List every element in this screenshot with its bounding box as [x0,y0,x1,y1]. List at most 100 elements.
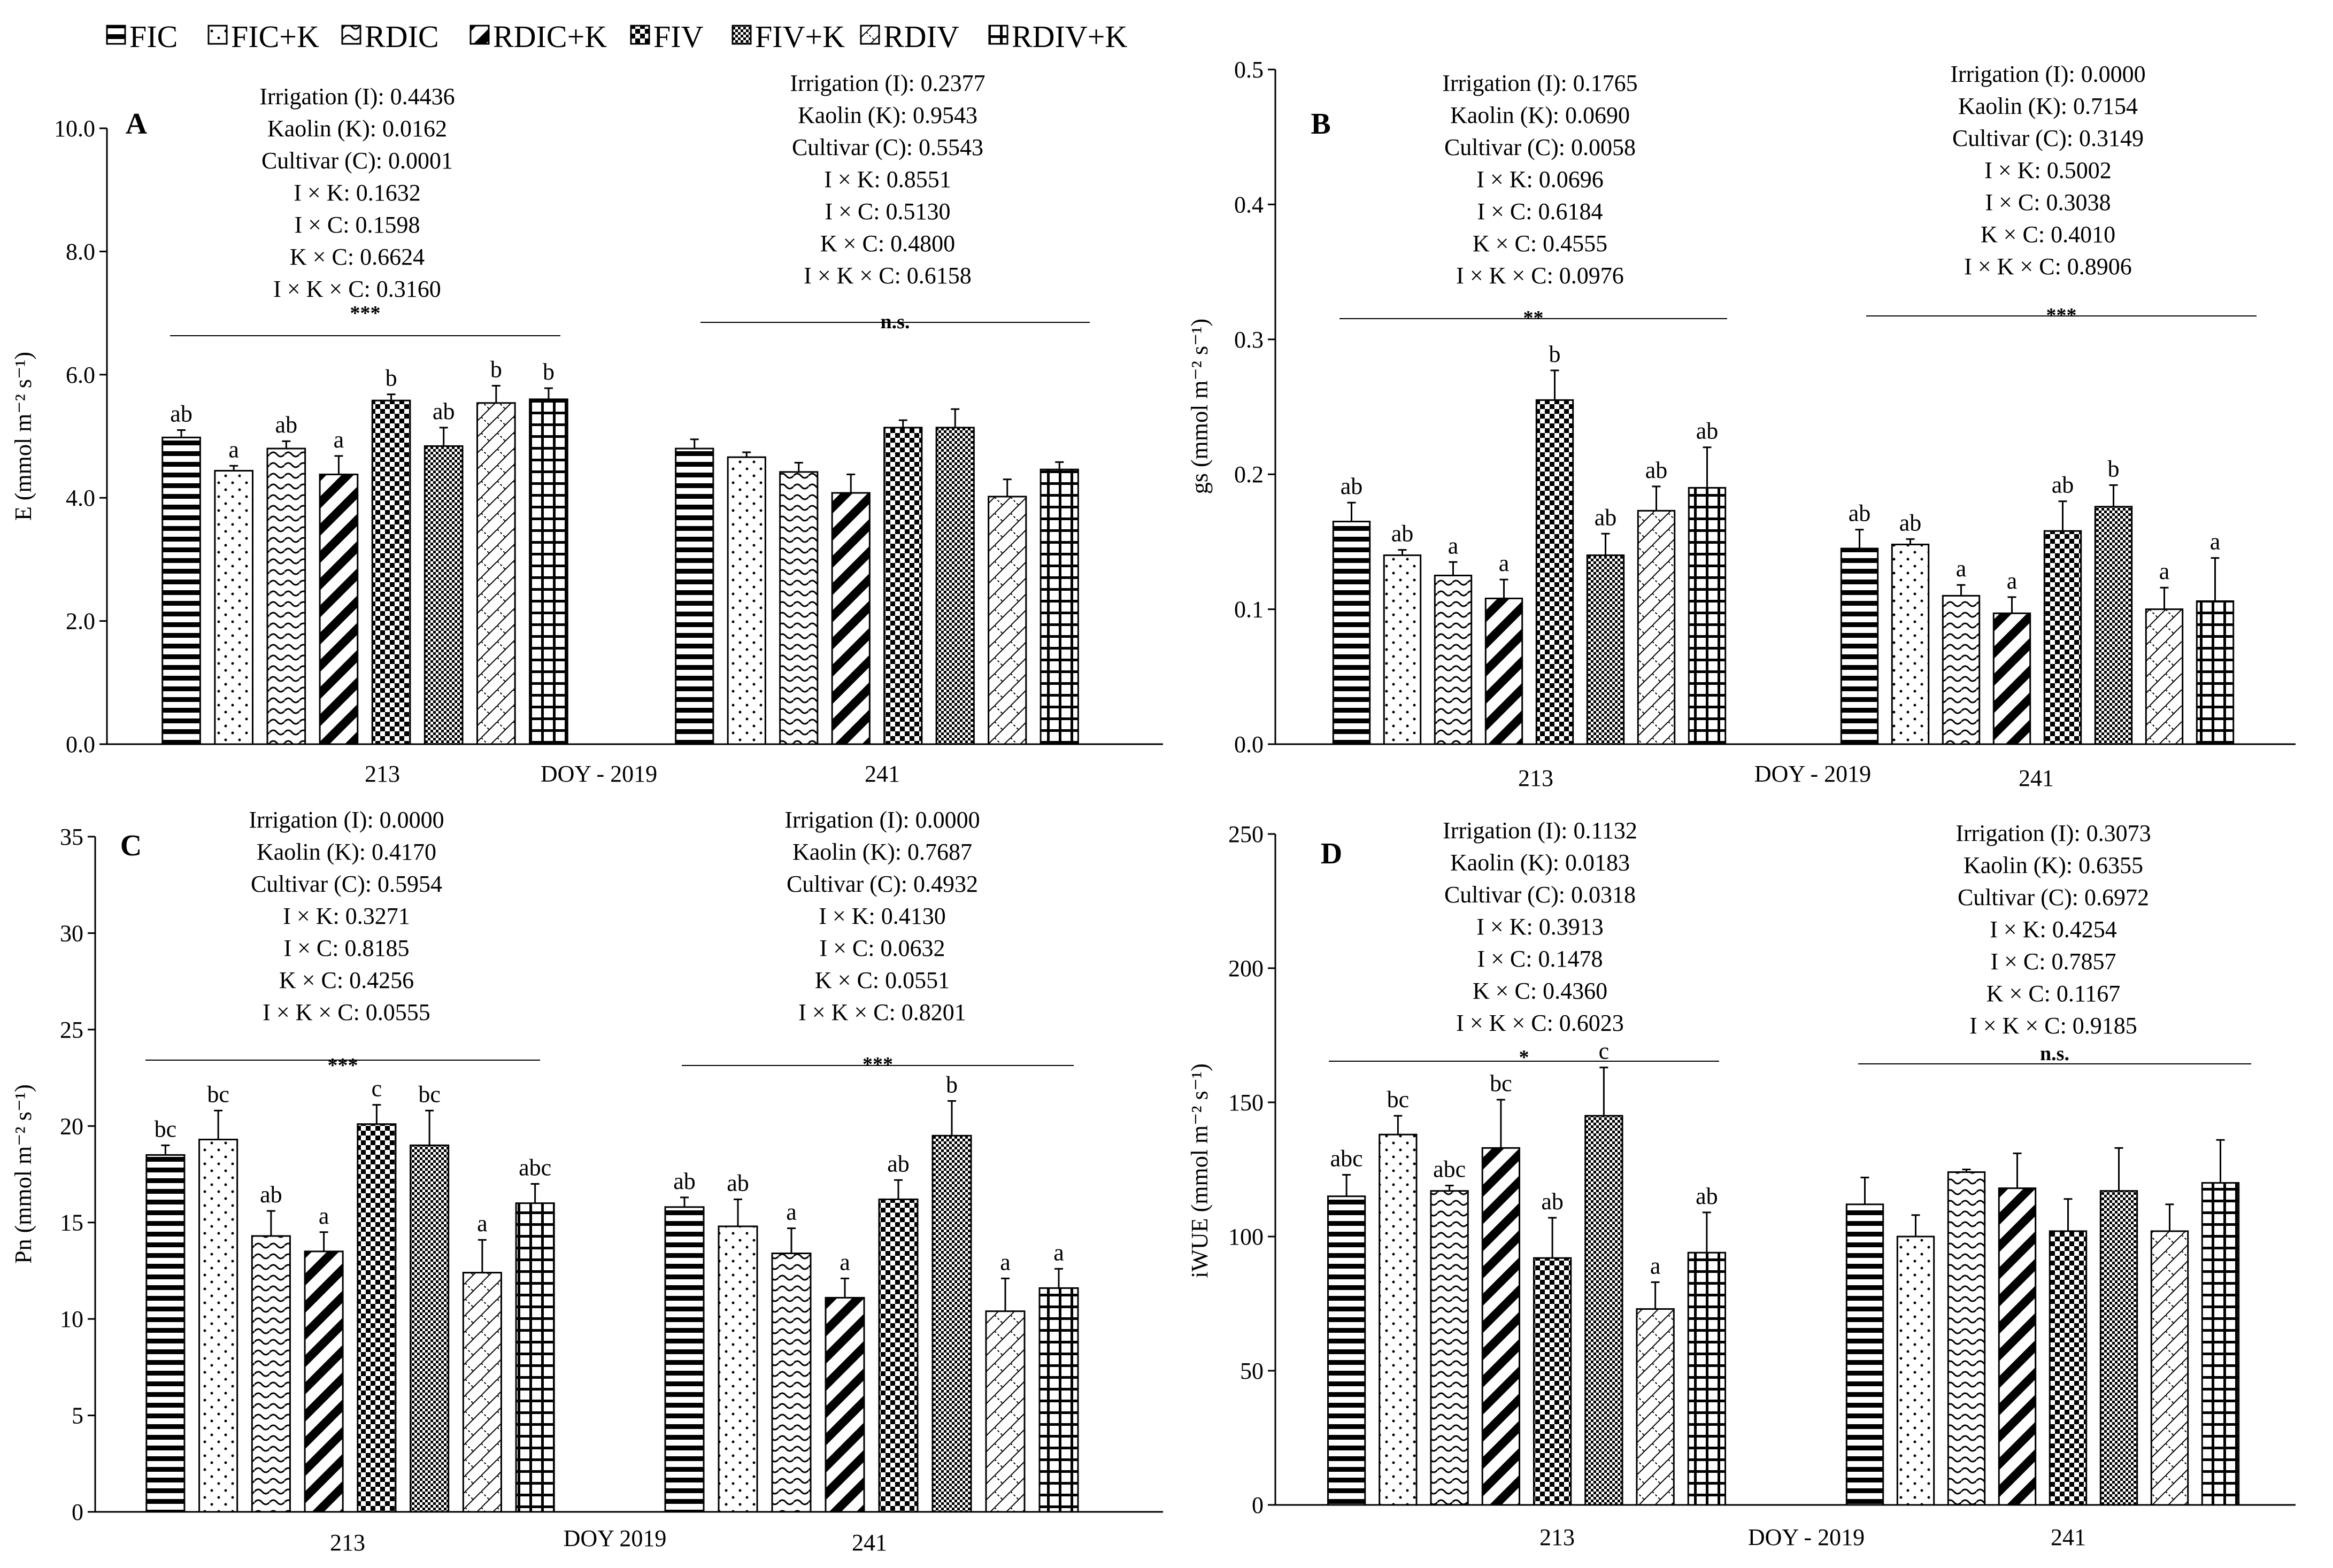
legend-swatch [988,25,1008,45]
bar-fivk [931,1134,972,1513]
significance-marker: ** [1523,307,1544,329]
bar-rdivk [515,1202,555,1513]
x-tick-label: 241 [2019,765,2054,791]
anova-stat-line: Irrigation (I): 0.2377 [790,70,985,96]
significance-letter: a [319,1203,329,1229]
anova-stat-line: Irrigation (I): 0.3073 [1955,820,2151,846]
bar-rdic [1947,1171,1986,1506]
significance-letter: a [1499,550,1510,576]
anova-stat-line: Kaolin (K): 0.0162 [267,115,447,142]
significance-letter: b [490,357,502,383]
significance-letter: a [786,1199,797,1225]
significance-letter: a [1956,555,1967,582]
significance-letter: ab [1341,473,1363,499]
y-tick-label: 0 [72,1499,83,1525]
significance-letter: ab [260,1181,282,1208]
bar-rdick [1484,597,1523,745]
bar-fiv [2043,530,2082,745]
legend-label: RDIV [883,19,959,54]
significance-letter: ab [727,1170,749,1196]
significance-letter: a [1053,1239,1064,1265]
anova-stat-line: Cultivar (C): 0.4932 [787,871,978,897]
legend-swatch [341,25,361,45]
bar-fick [718,1225,758,1513]
y-axis-title: gs (mmol m⁻² s⁻¹) [1187,319,1213,494]
legend-label: RDIC [365,19,439,54]
bar-rdivk [529,398,568,745]
significance-letter: ab [887,1150,910,1177]
y-tick-label: 0 [1252,1492,1264,1518]
anova-stat-line: I × K × C: 0.9185 [1969,1013,2137,1039]
legend-item-rdivk: RDIV+K [988,19,1127,54]
anova-stat-line: I × C: 0.1478 [1477,946,1603,972]
anova-stat-line: Cultivar (C): 0.0058 [1444,134,1636,160]
anova-stat-line: Cultivar (C): 0.3149 [1952,125,2144,151]
y-tick-label: 0.0 [66,731,95,758]
significance-letter: a [228,436,239,462]
significance-letter: a [1000,1249,1011,1275]
bar-fic [1327,1195,1366,1506]
bar-rdivk [1040,468,1079,745]
bar-rdiv [462,1272,502,1513]
legend: FIC FIC+K RDIC RDIC+K FIV FIV+K RDIV RDIV+K [106,19,1127,54]
significance-letter: c [1599,1038,1610,1064]
anova-stat-line: K × C: 0.1167 [1986,980,2121,1007]
significance-marker: *** [2046,304,2077,327]
legend-item-fiv: FIV [630,19,704,54]
bar-rdick [825,1296,865,1513]
panel-letter: D [1321,837,1342,870]
bar-fic [1332,521,1371,745]
significance-letter: a [1650,1253,1661,1279]
bar-rdiv [1637,509,1676,745]
legend-label: FIC [129,19,178,54]
significance-marker: n.s. [881,311,910,333]
panel-letter: B [1311,107,1330,141]
x-tick-label: 241 [852,1530,887,1556]
bar-fiv [1533,1257,1572,1506]
y-tick-label: 0.4 [1234,191,1264,218]
y-tick-label: 4.0 [66,485,95,511]
legend-item-fivk: FIV+K [732,19,845,54]
anova-stat-line: Kaolin (K): 0.6355 [1964,852,2143,878]
anova-stat-line: K × C: 0.4360 [1473,978,1607,1004]
bar-rdic [251,1235,291,1513]
bar-fick [1891,543,1930,745]
bar-fick [727,456,766,745]
significance-letter: a [2159,558,2170,584]
bar-rdick [1998,1187,2037,1506]
panel-b: 0.0 0.1 0.2 0.3 0.4 0.5 gs (mmol m⁻² s⁻¹) DOY -… [1187,57,2296,791]
bar-rdick [319,473,359,745]
significance-marker: *** [328,1054,358,1077]
y-tick-label: 0.5 [1234,57,1264,83]
bar-rdivk [2196,600,2235,745]
anova-stat-line: K × C: 0.4555 [1473,230,1607,257]
anova-stat-line: K × C: 0.4010 [1981,221,2115,248]
anova-stat-line: I × K: 0.8551 [824,166,951,192]
significance-letter: ab [170,400,193,427]
anova-stat-line: Cultivar (C): 0.0318 [1444,882,1636,908]
significance-letter: ab [1645,457,1668,483]
anova-stat-line: I × K: 0.4130 [819,903,945,929]
anova-stat-line: I × C: 0.1598 [294,212,420,238]
anova-stat-line: Cultivar (C): 0.5954 [251,871,442,897]
legend-swatch [207,25,228,45]
bar-rdick [304,1250,344,1513]
y-axis-title: Pn (mmol m⁻² s⁻¹) [10,1084,36,1264]
bar-fick [214,470,254,745]
bar-fic [1840,547,1879,745]
x-axis-title: DOY - 2019 [541,761,657,787]
bar-fiv [2049,1230,2088,1506]
anova-stat-line: I × K: 0.0696 [1476,166,1603,192]
y-tick-label: 0.3 [1234,327,1264,353]
bar-rdic [779,471,819,745]
significance-letter: ab [1595,504,1617,530]
y-tick-label: 25 [60,1017,83,1043]
x-tick-label: 213 [365,761,400,787]
anova-stat-line: I × K: 0.5002 [1984,157,2111,183]
anova-stat-line: Cultivar (C): 0.6972 [1958,884,2149,910]
anova-stat-line: I × K: 0.4254 [1990,916,2116,943]
anova-stat-line: Irrigation (I): 0.4436 [259,83,455,110]
x-axis-title: DOY 2019 [564,1525,667,1551]
significance-letter: bc [1387,1086,1410,1113]
significance-marker: *** [863,1053,893,1076]
